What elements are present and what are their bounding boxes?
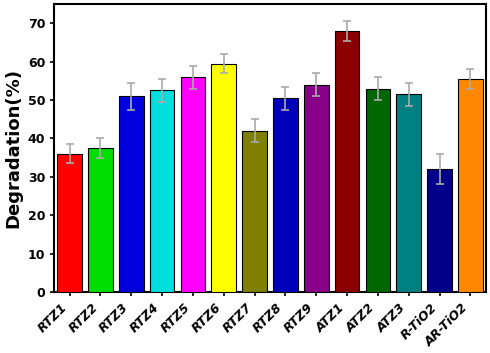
Bar: [212, 64, 236, 292]
Bar: [427, 169, 452, 292]
Bar: [119, 96, 144, 292]
Bar: [335, 31, 360, 292]
Bar: [242, 131, 267, 292]
Bar: [396, 94, 421, 292]
Y-axis label: Degradation(%): Degradation(%): [4, 68, 22, 228]
Bar: [458, 79, 483, 292]
Bar: [88, 148, 113, 292]
Bar: [150, 90, 174, 292]
Bar: [273, 98, 298, 292]
Bar: [304, 85, 329, 292]
Bar: [366, 89, 390, 292]
Bar: [181, 77, 205, 292]
Bar: [57, 154, 82, 292]
